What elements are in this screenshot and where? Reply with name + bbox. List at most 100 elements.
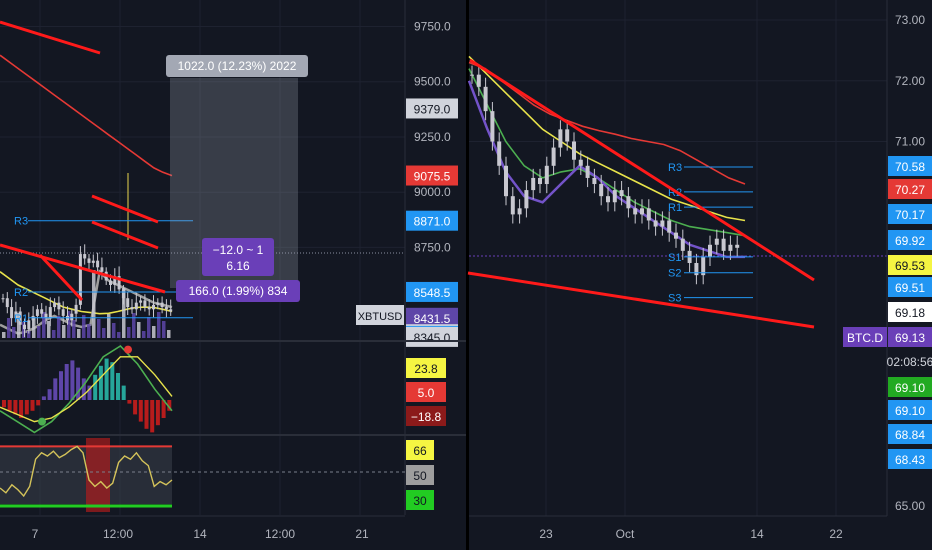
price-tag-bg	[406, 165, 458, 186]
trendline[interactable]	[0, 20, 101, 55]
candle-body	[139, 300, 143, 303]
candle-body	[490, 111, 495, 142]
volume-bar	[127, 327, 131, 338]
candle-body	[40, 309, 44, 314]
volume-bar	[87, 324, 91, 338]
macd-bar	[53, 378, 58, 400]
trendline[interactable]	[91, 194, 159, 224]
time-axis-bg	[0, 516, 466, 550]
measure-tool[interactable]: 1022.0 (12.23%) 2022 −12.0 ~ 1 6.16 166.0 (…	[166, 55, 308, 302]
candle-body	[619, 190, 624, 197]
trendline[interactable]	[38, 253, 84, 302]
rsi-tag-bg	[406, 440, 434, 460]
trendline[interactable]	[0, 243, 166, 294]
candle-body	[524, 190, 529, 209]
pane-separators[interactable]	[0, 340, 466, 436]
macd-bar	[144, 400, 149, 429]
candle-body	[599, 184, 604, 197]
pivot-levels: R3 R2 R1	[0, 216, 405, 325]
pivot-label: S1	[668, 252, 681, 264]
x-tick: 21	[355, 527, 369, 541]
cross-marker	[124, 345, 132, 354]
macd-tag-bg	[406, 358, 446, 378]
candle-body	[44, 313, 48, 319]
macd-bar	[167, 400, 172, 411]
y-tick: 72.00	[895, 74, 925, 88]
volume-bar	[72, 320, 76, 338]
dominance-candlesticks	[470, 65, 740, 285]
volume-bar	[132, 313, 136, 338]
macd-bar	[116, 373, 120, 400]
volume-bar	[47, 321, 51, 338]
candle-body	[10, 307, 14, 319]
price-tag-bg	[888, 230, 932, 250]
candle-body	[53, 302, 57, 308]
candle-body	[565, 129, 570, 142]
price-tag: 69.53	[895, 259, 925, 273]
pane-divider[interactable]	[466, 0, 469, 550]
candle-body	[14, 311, 18, 319]
price-tag-bg	[406, 98, 458, 119]
pivot-label: R1	[668, 202, 682, 214]
volume-bar	[42, 312, 46, 338]
volume-bar	[27, 331, 31, 338]
macd-bar	[24, 400, 29, 415]
trendline[interactable]	[467, 271, 815, 329]
volume-bar	[97, 319, 101, 338]
pane-separator[interactable]	[0, 340, 466, 342]
candle-body	[721, 238, 726, 251]
candle-body	[134, 302, 138, 310]
rsi-tag-bg	[406, 490, 434, 510]
rsi-tag: 30	[413, 494, 427, 508]
y-tick: 9000.0	[414, 185, 451, 199]
volume-bar	[37, 326, 41, 338]
candle-body	[121, 289, 125, 299]
candle-body	[572, 141, 576, 160]
pivot-label: R1	[14, 313, 28, 325]
rsi-tag: 50	[413, 469, 427, 483]
dominance-time-axis[interactable]: 23 Oct 14 22	[469, 515, 887, 541]
macd-tag: 23.8	[414, 362, 438, 376]
measure-bottom-box	[176, 280, 300, 302]
macd-bar	[64, 364, 69, 400]
volume-bar	[152, 326, 156, 338]
trendlines[interactable]	[0, 20, 166, 302]
price-tag-bg	[888, 156, 932, 176]
pane-separator[interactable]	[0, 434, 466, 436]
volume-bar	[17, 313, 21, 338]
macd-bar	[70, 360, 75, 400]
trendline[interactable]	[469, 58, 815, 282]
symbol-text: BTC.D	[847, 331, 883, 345]
time-axis[interactable]: 7 12:00 14 12:00 21	[0, 515, 466, 550]
x-tick: 22	[829, 527, 843, 541]
symbol-bg	[843, 327, 887, 347]
volume-bar	[162, 321, 166, 338]
volume-bar	[67, 311, 71, 338]
x-tick: 12:00	[103, 527, 133, 541]
macd-tag-bg	[406, 382, 446, 402]
candle-body	[476, 74, 481, 87]
trendline[interactable]	[91, 220, 159, 250]
candle-body	[27, 320, 31, 330]
candle-body	[735, 244, 740, 248]
x-tick: 14	[750, 527, 764, 541]
dominance-trendlines[interactable]	[467, 58, 815, 329]
ma-yellow-line	[0, 271, 173, 315]
candle-body	[5, 298, 9, 308]
volume-bar	[82, 315, 86, 338]
symbol-label: XBTUSD	[356, 305, 404, 325]
candle-body	[164, 307, 168, 310]
candle-body	[156, 302, 160, 305]
candle-body	[585, 165, 590, 178]
price-axis[interactable]: 9750.0 9500.0 9250.0 9000.0 8750.0	[404, 0, 466, 515]
macd-bar	[87, 385, 92, 400]
candle-body	[606, 196, 610, 203]
price-tag-bg	[888, 327, 932, 347]
volume-bar	[52, 330, 56, 338]
candle-body	[708, 244, 712, 257]
x-tick: Oct	[616, 527, 635, 541]
candle-body	[70, 313, 74, 321]
y-tick: 71.00	[895, 135, 925, 149]
candle-body	[169, 309, 173, 312]
